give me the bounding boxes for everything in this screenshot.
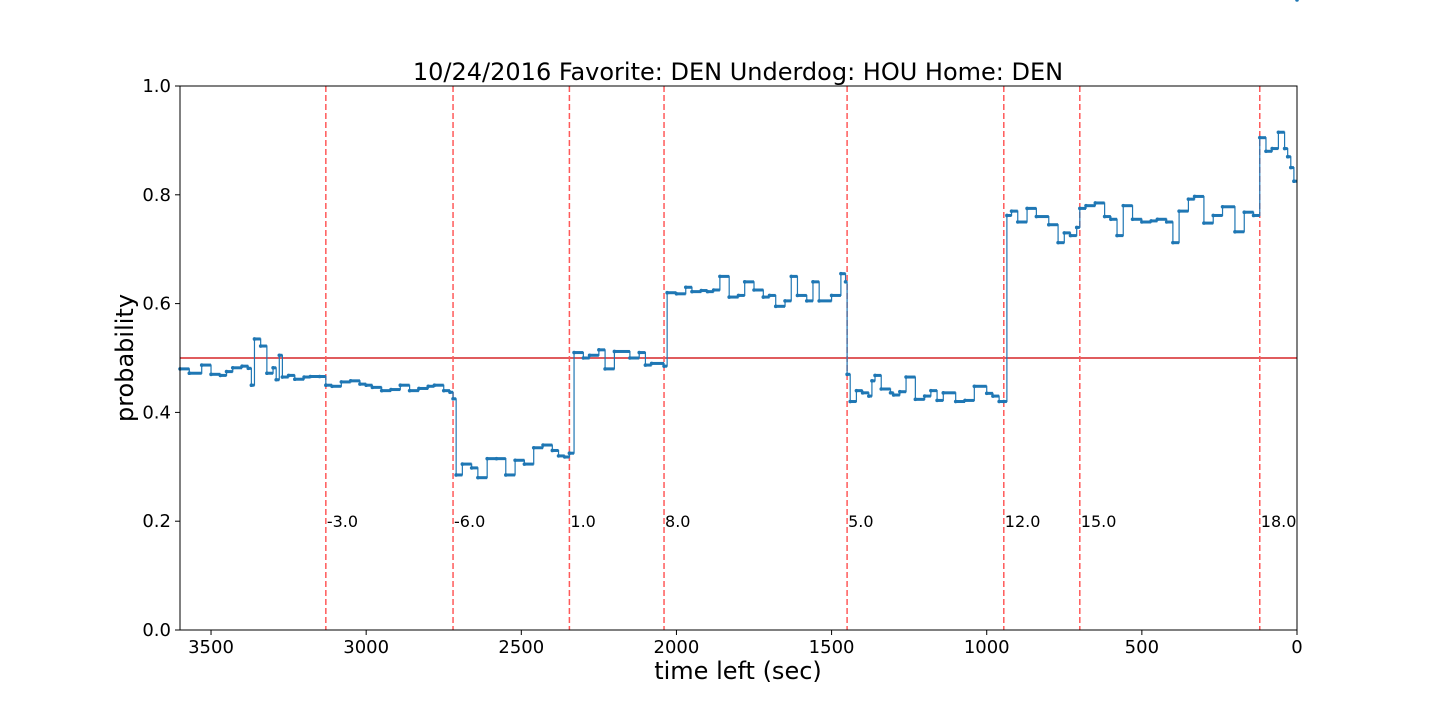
scoring-event-label: 1.0 <box>570 512 595 531</box>
x-tick-label: 1000 <box>964 637 1010 658</box>
x-tick-label: 500 <box>1125 637 1159 658</box>
y-tick-label: 0.8 <box>142 185 171 206</box>
scoring-event-label: 15.0 <box>1081 512 1117 531</box>
y-tick-label: 0.4 <box>142 402 171 423</box>
scoring-event-label: 18.0 <box>1261 512 1297 531</box>
x-tick-label: 2000 <box>654 637 700 658</box>
x-tick-label: 1500 <box>809 637 855 658</box>
y-tick-label: 0.0 <box>142 620 171 641</box>
axis-layer: 3500 3000 2500 2000 1500 1000 500 0 0.0 0.2 0.4 0.6… <box>142 76 1302 658</box>
scoring-event-label: -3.0 <box>327 512 358 531</box>
x-tick-label: 3000 <box>343 637 389 658</box>
x-tick-label: 0 <box>1291 637 1302 658</box>
y-tick-label: 1.0 <box>142 76 171 97</box>
x-axis-label: time left (sec) <box>654 657 822 685</box>
x-tick-label: 2500 <box>498 637 544 658</box>
scoring-event-label: 5.0 <box>848 512 873 531</box>
scoring-event-label: 8.0 <box>665 512 690 531</box>
data-point <box>1295 0 1299 2</box>
y-tick-label: 0.6 <box>142 294 171 315</box>
x-tick-label: 3500 <box>188 637 234 658</box>
scoring-event-label: 12.0 <box>1005 512 1041 531</box>
plot-layer: -3.0 -6.0 1.0 8.0 5.0 12.0 15.0 18.0 <box>178 0 1299 630</box>
y-axis-label: probability <box>111 294 139 422</box>
y-tick-label: 0.2 <box>142 511 171 532</box>
scoring-event-label: -6.0 <box>454 512 485 531</box>
plot-frame <box>179 85 1298 631</box>
chart-title: 10/24/2016 Favorite: DEN Underdog: HOU H… <box>413 58 1063 86</box>
